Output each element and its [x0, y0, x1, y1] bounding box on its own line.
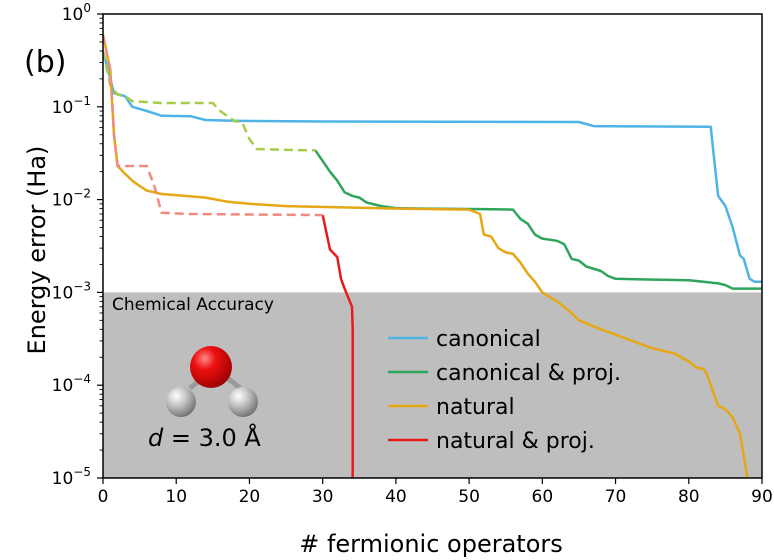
- x-tick-label: 10: [165, 487, 187, 507]
- plot-frame: [102, 13, 763, 479]
- y-tick-label: 10−5: [52, 465, 91, 489]
- legend-entry: canonical: [436, 327, 541, 352]
- oxygen-atom: [190, 346, 232, 388]
- x-tick-label: 20: [239, 487, 261, 507]
- distance-label: d = 3.0 Å: [148, 423, 261, 452]
- legend-entry: natural & proj.: [436, 429, 595, 454]
- series-line-canonical-proj-dashed: [101, 50, 316, 152]
- x-tick-label: 80: [678, 487, 700, 507]
- x-tick-label: 90: [751, 487, 773, 507]
- x-tick-label: 40: [385, 487, 407, 507]
- water-molecule-icon: [166, 346, 258, 417]
- y-tick-label: 10−2: [52, 187, 91, 211]
- series-line-natural-proj-dashed: [101, 34, 323, 217]
- x-tick-label: 30: [312, 487, 334, 507]
- x-tick-label: 0: [98, 487, 109, 507]
- hydrogen-atom-left: [166, 387, 196, 417]
- y-axis-label: Energy error (Ha): [23, 146, 51, 355]
- x-axis: 0 10 20 30 40 50 60 70 80 90: [98, 478, 773, 507]
- y-tick-label: 10−1: [52, 94, 91, 118]
- x-tick-label: 60: [532, 487, 554, 507]
- series-line-natural: [101, 34, 749, 479]
- y-axis: 100 10−1 10−2 10−3 10−4 10−5: [52, 1, 103, 489]
- x-tick-label: 70: [605, 487, 627, 507]
- x-axis-label: # fermionic operators: [299, 530, 563, 558]
- series-line-canonical-proj-: [314, 149, 762, 290]
- series-layer: [101, 34, 762, 479]
- x-tick-label: 50: [458, 487, 480, 507]
- y-tick-label: 100: [62, 1, 91, 25]
- series-line-canonical: [101, 50, 762, 284]
- chemical-accuracy-label: Chemical Accuracy: [112, 295, 274, 315]
- y-tick-label: 10−3: [52, 279, 91, 303]
- legend: canonical canonical & proj. natural natural…: [388, 327, 621, 454]
- legend-entry: natural: [436, 395, 515, 420]
- y-tick-label: 10−4: [52, 372, 91, 396]
- series-line-natural-proj-: [321, 214, 354, 478]
- panel-label: (b): [24, 45, 66, 80]
- hydrogen-atom-right: [228, 387, 258, 417]
- legend-entry: canonical & proj.: [436, 361, 621, 386]
